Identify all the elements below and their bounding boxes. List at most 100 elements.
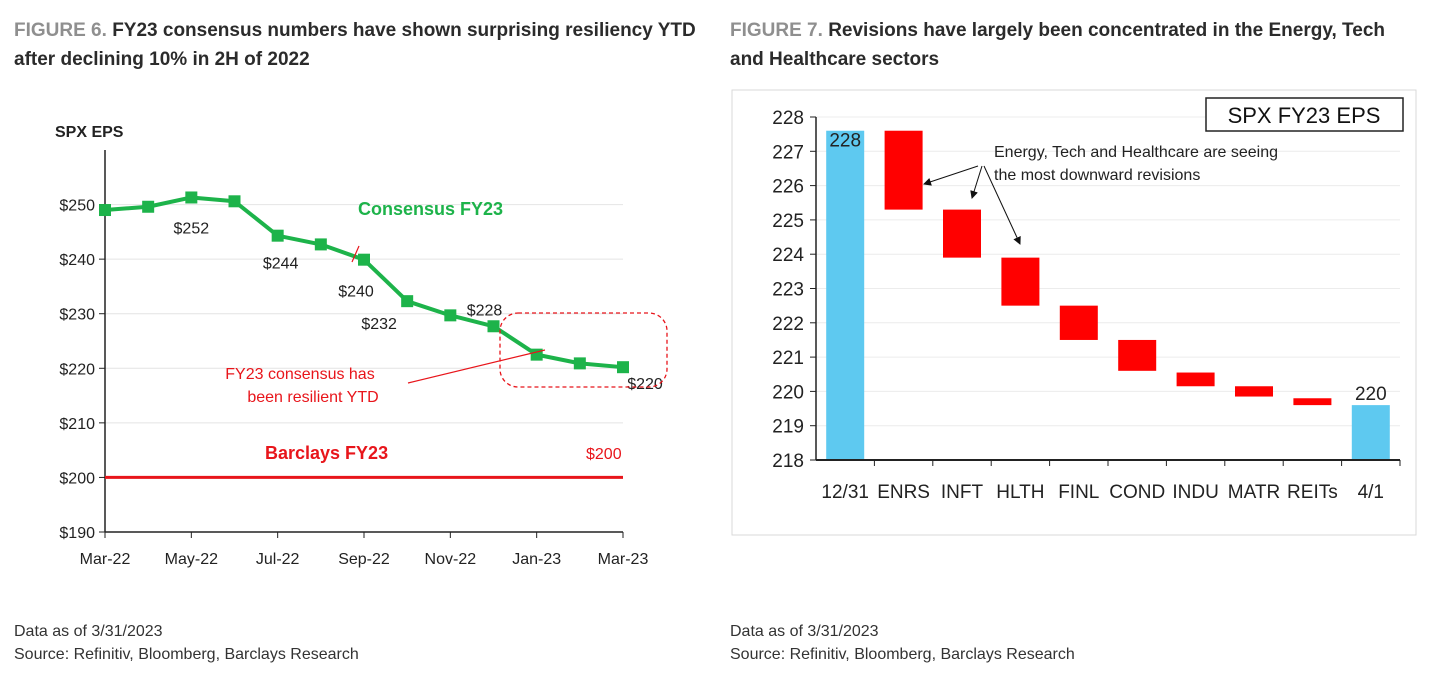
figure-6-consensus-point xyxy=(271,229,284,242)
figure-7-title: FIGURE 7. Revisions have largely been co… xyxy=(730,16,1420,74)
figure-6-consensus-series-label: Consensus FY23 xyxy=(358,199,503,219)
figure-7-y-tick-label: 227 xyxy=(772,142,804,163)
figure-6-x-tick-label: Jul-22 xyxy=(256,551,300,568)
figure-6-y-axis-title: SPX EPS xyxy=(55,124,124,141)
figure-6-x-tick-label: Sep-22 xyxy=(338,551,390,568)
figure-7-bar-finl xyxy=(1059,305,1098,340)
figure-6-barclays-series-label: Barclays FY23 xyxy=(265,443,388,463)
figure-6-y-tick-label: $220 xyxy=(59,361,95,378)
figure-7-y-tick-label: 218 xyxy=(772,451,804,472)
figure-7-arrow-energy xyxy=(923,165,979,186)
figure-6-point-label: $244 xyxy=(263,256,299,273)
figure-7-y-tick-label: 223 xyxy=(772,280,804,301)
figure-7-bar-value-label: 220 xyxy=(1355,384,1387,405)
figure-7-x-tick-label: 12/31 xyxy=(821,482,869,503)
figure-6-x-tick-label: Mar-23 xyxy=(598,551,649,568)
figure-6-consensus-point xyxy=(617,361,629,374)
figure-7-footer: Data as of 3/31/2023 Source: Refinitiv, … xyxy=(730,620,1075,666)
figure-7-bar-cond xyxy=(1118,339,1157,371)
figure-6-point-label: $220 xyxy=(627,376,663,393)
figure-7-y-tick-label: 224 xyxy=(772,245,804,266)
figure-6-y-tick-label: $200 xyxy=(59,470,95,487)
figure-7-bar-4-1 xyxy=(1351,405,1390,460)
figure-7-x-tick-label: FINL xyxy=(1058,482,1099,503)
figure-6-consensus-series xyxy=(99,191,629,374)
figure-6-consensus-point xyxy=(401,295,414,308)
figure-7-annotation-line-2: the most downward revisions xyxy=(994,167,1200,184)
figure-7-bar-hlth xyxy=(1001,257,1040,306)
figure-7-y-tick-label: 228 xyxy=(772,108,804,129)
figure-7-y-tick-label: 220 xyxy=(772,382,804,403)
figure-7-bar-reits xyxy=(1293,398,1332,406)
figure-7-bar-labels: 228 220 xyxy=(829,131,1386,405)
figure-6-data-date: Data as of 3/31/2023 xyxy=(14,623,163,640)
figure-6-highlight-box xyxy=(499,312,668,388)
figure-6-point-label: $240 xyxy=(338,284,374,301)
figure-7-arrow-healthcare xyxy=(983,165,1021,245)
figure-6-x-tick-label: Jan-23 xyxy=(512,551,561,568)
figure-6-footer: Data as of 3/31/2023 Source: Refinitiv, … xyxy=(14,620,359,666)
figure-6-x-tick-label: May-22 xyxy=(165,551,218,568)
figure-7-x-tick-label: 4/1 xyxy=(1358,482,1384,503)
figure-7-waterfall-chart: 218 219 220 221 222 223 224 225 226 227 228 12/31 E… xyxy=(731,89,1417,536)
figure-6-y-tick-label: $210 xyxy=(59,416,95,433)
figure-6-point-label: $232 xyxy=(361,316,397,333)
figure-6-y-tick-label: $230 xyxy=(59,307,95,324)
figure-6-y-tick-label: $190 xyxy=(59,525,95,542)
figure-6-annotation-leader xyxy=(407,349,546,384)
figure-6-barclays-value-label: $200 xyxy=(586,446,622,463)
figure-6-annotation-line-2: been resilient YTD xyxy=(247,389,378,406)
figure-7-data-date: Data as of 3/31/2023 xyxy=(730,623,879,640)
figure-7-arrow-tech xyxy=(970,165,983,199)
figure-6-source: Source: Refinitiv, Bloomberg, Barclays R… xyxy=(14,646,359,663)
figure-7-bar-matr xyxy=(1235,386,1273,397)
figure-7-annotation-line-1: Energy, Tech and Healthcare are seeing xyxy=(994,144,1278,161)
figure-7-annotation-arrows xyxy=(923,165,1021,245)
figure-6-x-tick-label: Mar-22 xyxy=(80,551,131,568)
figure-6-point-label: $252 xyxy=(174,220,210,237)
figure-7-x-tick-label: INFT xyxy=(941,482,984,503)
figure-6-consensus-point xyxy=(142,200,155,213)
figure-6-consensus-point xyxy=(228,195,241,208)
figure-7-bar-inft xyxy=(943,209,981,258)
figure-7-title-text: Revisions have largely been concentrated… xyxy=(730,20,1385,70)
figure-7-x-tick-label: REITs xyxy=(1287,482,1338,503)
figure-7-number: FIGURE 7. xyxy=(730,20,823,41)
figure-6-title: FIGURE 6. FY23 consensus numbers have sh… xyxy=(14,16,704,74)
figure-6-y-ticks: $190 $200 $210 $220 $230 $240 $250 xyxy=(59,198,105,542)
figure-7-x-tick-label: HLTH xyxy=(996,482,1044,503)
figure-7-y-tick-label: 221 xyxy=(772,348,804,369)
figure-6-x-ticks: Mar-22 May-22 Jul-22 Sep-22 Nov-22 Jan-23 Mar-… xyxy=(80,532,649,568)
figure-7-x-tick-label: INDU xyxy=(1172,482,1218,503)
figure-6-consensus-point xyxy=(487,320,500,333)
figure-6-x-tick-label: Nov-22 xyxy=(425,551,477,568)
figure-7-x-ticks: 12/31 ENRS INFT HLTH FINL COND INDU MATR REITs 4/… xyxy=(821,460,1401,503)
figure-6-panel: FIGURE 6. FY23 consensus numbers have sh… xyxy=(0,0,720,680)
figure-7-chart-title-box xyxy=(1205,97,1404,132)
figure-7-x-tick-label: COND xyxy=(1109,482,1165,503)
figure-6-number: FIGURE 6. xyxy=(14,20,107,41)
figure-7-bar-value-label: 228 xyxy=(829,131,861,152)
figure-6-consensus-point xyxy=(573,357,586,370)
figure-6-consensus-point xyxy=(358,253,370,266)
figure-6-point-label: $228 xyxy=(467,302,503,319)
figure-7-panel: FIGURE 7. Revisions have largely been co… xyxy=(728,0,1456,680)
figure-7-x-tick-label: ENRS xyxy=(877,482,930,503)
figure-7-x-tick-label: MATR xyxy=(1228,482,1280,503)
figure-6-point-labels: $252 $244 $240 $232 $228 $220 xyxy=(174,220,663,393)
figure-6-sep-label-leader xyxy=(351,245,360,263)
figure-7-bar-12-31 xyxy=(826,130,865,460)
figure-7-source: Source: Refinitiv, Bloomberg, Barclays R… xyxy=(730,646,1075,663)
figure-6-y-tick-label: $250 xyxy=(59,198,95,215)
figure-6-annotation-line-1: FY23 consensus has xyxy=(225,366,374,383)
figure-6-title-text: FY23 consensus numbers have shown surpri… xyxy=(14,20,696,70)
figure-6-consensus-point xyxy=(185,191,198,204)
figure-6-y-tick-label: $240 xyxy=(59,252,95,269)
figure-7-bar-enrs xyxy=(884,130,923,210)
figure-6-gridlines xyxy=(105,204,623,478)
figure-7-chart-title: SPX FY23 EPS xyxy=(1228,103,1381,128)
figure-7-y-tick-label: 225 xyxy=(772,211,804,232)
figure-6-consensus-point xyxy=(444,309,457,322)
figure-6-line-chart: $190 $200 $210 $220 $230 $240 $250 Mar-22 May-2… xyxy=(55,124,668,568)
figure-7-y-tick-label: 222 xyxy=(772,314,804,335)
